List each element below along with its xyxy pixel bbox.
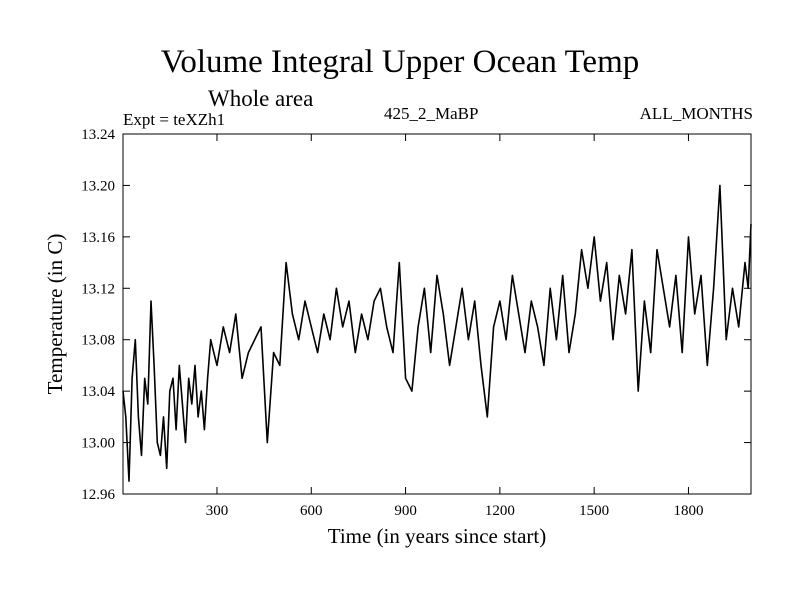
y-tick-label: 13.12 bbox=[81, 281, 115, 297]
x-tick-label: 1500 bbox=[579, 503, 609, 519]
y-tick-label: 12.96 bbox=[81, 487, 115, 503]
y-tick-label: 13.00 bbox=[81, 436, 115, 452]
x-tick-label: 1200 bbox=[485, 503, 515, 519]
y-axis-ticks: 12.96 13.00 13.04 13.08 13.12 13.16 13.20 13.24 bbox=[81, 127, 751, 503]
period-label: ALL_MONTHS bbox=[639, 104, 753, 123]
series-line bbox=[122, 184, 752, 482]
y-tick-label: 13.20 bbox=[81, 178, 115, 194]
x-tick-label: 1800 bbox=[673, 503, 703, 519]
x-axis-label: Time (in years since start) bbox=[328, 524, 547, 548]
y-tick-label: 13.16 bbox=[81, 230, 115, 246]
y-axis-label: Temperature (in C) bbox=[43, 234, 67, 395]
experiment-id: 425_2_MaBP bbox=[384, 104, 479, 123]
experiment-label: Expt = teXZh1 bbox=[123, 110, 226, 129]
chart-subtitle: Whole area bbox=[208, 86, 314, 111]
y-tick-label: 13.08 bbox=[81, 333, 115, 349]
x-axis-ticks: 300 600 900 1200 1500 1800 bbox=[206, 134, 703, 519]
x-tick-label: 600 bbox=[300, 503, 323, 519]
series-group bbox=[122, 184, 752, 482]
chart-title: Volume Integral Upper Ocean Temp bbox=[160, 44, 640, 80]
x-tick-label: 300 bbox=[206, 503, 229, 519]
x-tick-label: 900 bbox=[394, 503, 417, 519]
y-tick-label: 13.24 bbox=[81, 127, 115, 143]
y-tick-label: 13.04 bbox=[81, 384, 115, 400]
plot-frame bbox=[122, 133, 752, 495]
